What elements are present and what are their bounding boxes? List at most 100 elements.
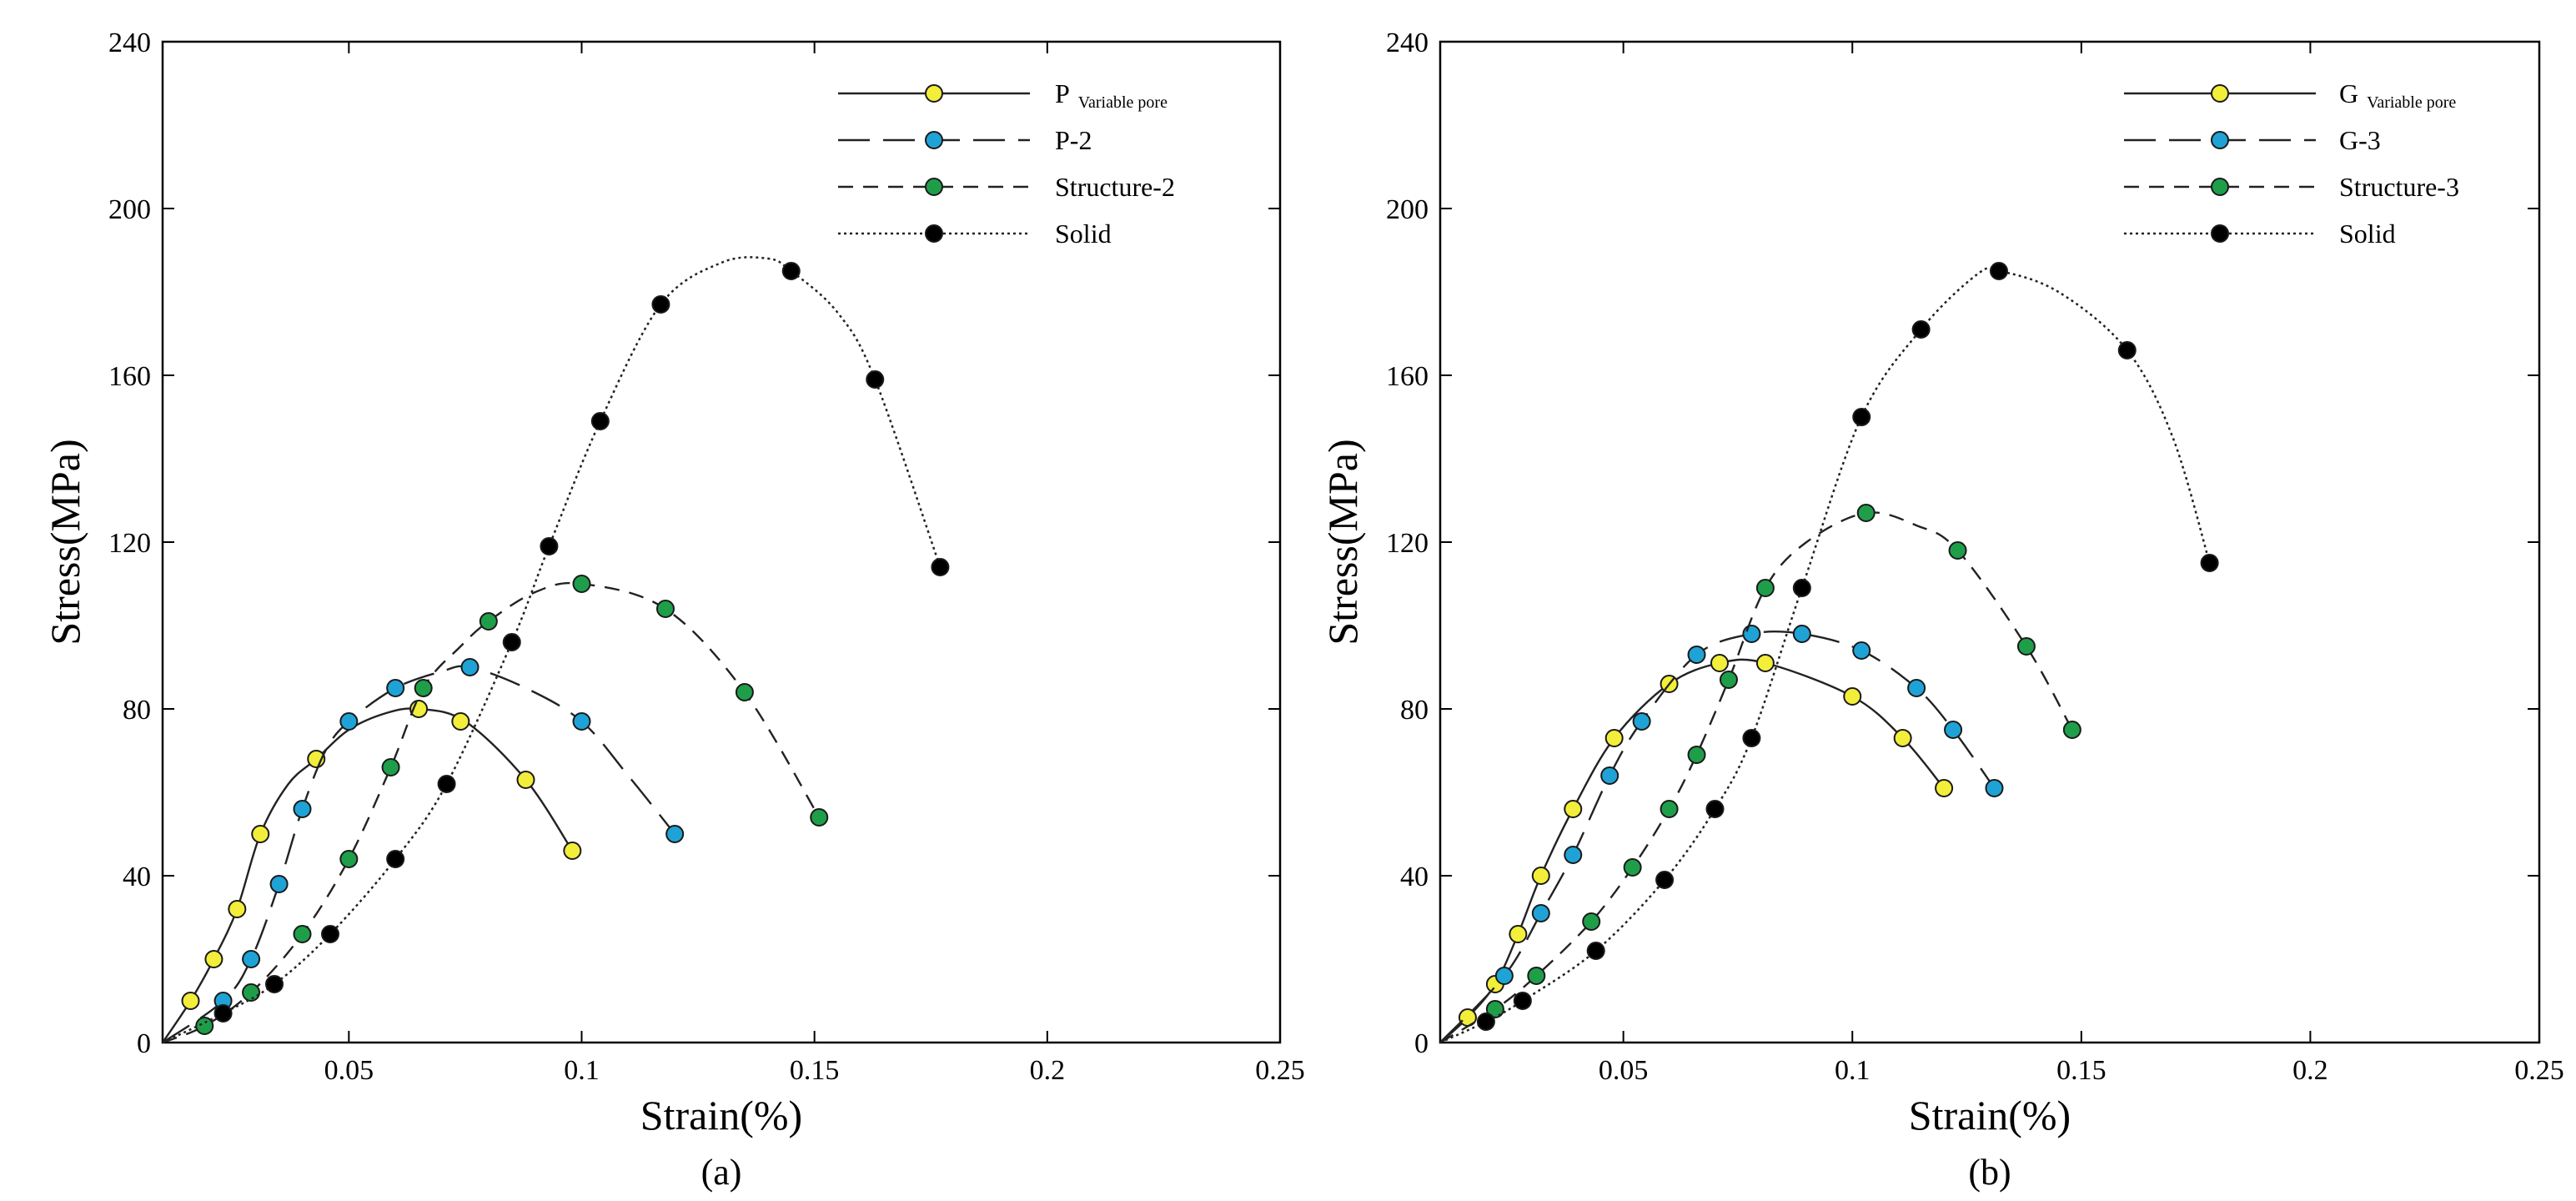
y-tick-label: 40 (123, 862, 151, 892)
data-point (572, 712, 591, 731)
x-tick-label: 0.25 (2514, 1055, 2564, 1086)
chart-caption: (a) (701, 1152, 742, 1193)
x-tick-label: 0.15 (2056, 1055, 2106, 1086)
data-point (1719, 671, 1738, 689)
data-point (242, 950, 261, 968)
legend-name: Solid (1055, 219, 1112, 249)
y-tick-label: 0 (1414, 1028, 1429, 1059)
chart-caption: (b) (1968, 1152, 2011, 1193)
data-point (321, 925, 339, 943)
x-tick-label: 0.25 (1255, 1055, 1305, 1086)
data-point (1742, 729, 1761, 747)
data-point (516, 771, 535, 789)
data-point (1856, 504, 1876, 522)
data-point (1843, 687, 1862, 706)
series-1 (1439, 625, 2004, 1043)
x-tick-label: 0.1 (1835, 1055, 1870, 1086)
y-tick-label: 240 (108, 28, 151, 58)
data-point (265, 975, 284, 993)
data-point (1792, 579, 1811, 597)
data-point (1582, 912, 1601, 931)
legend-label: Solid (1055, 219, 1112, 249)
legend-marker (925, 131, 943, 149)
data-point (1687, 746, 1706, 764)
data-point (1705, 800, 1725, 818)
legend-name: Structure-3 (2339, 172, 2459, 202)
series-line (1439, 267, 2211, 1044)
data-point (2016, 637, 2036, 656)
legend-marker (2211, 224, 2229, 243)
data-point (1509, 925, 1528, 943)
data-point (781, 262, 801, 280)
data-point (1792, 625, 1811, 643)
y-tick-label: 120 (1386, 528, 1429, 559)
legend-marker (2211, 131, 2229, 149)
legend-name: P-2 (1055, 125, 1092, 155)
data-point (810, 808, 829, 827)
data-point (1948, 541, 1967, 560)
chart-a: 0 40 80 120 160 200 240 0.05 0.1 0.15 0.2 0.25 Strai… (42, 28, 1305, 1193)
data-point (2117, 341, 2137, 359)
legend-marker (925, 178, 943, 196)
data-point (1935, 779, 1954, 797)
legend-marker (2211, 84, 2229, 103)
y-tick-label: 80 (123, 695, 151, 726)
y-axis-title: Stress(MPa) (42, 439, 88, 645)
data-point (386, 679, 405, 697)
data-point (1710, 654, 1729, 672)
data-point (1600, 766, 1619, 785)
data-point (1513, 992, 1532, 1010)
data-point (1655, 871, 1675, 889)
legend-subscript: Variable pore (1078, 93, 1167, 112)
y-tick-label: 240 (1386, 28, 1429, 58)
series-2 (162, 575, 829, 1044)
series-line (1439, 511, 2073, 1044)
legend-label: G-3 (2339, 125, 2381, 155)
data-point (251, 825, 270, 843)
data-point (414, 679, 433, 697)
data-point (460, 658, 480, 676)
y-tick-label: 160 (108, 361, 151, 392)
legend-label: P Variable pore (1055, 78, 1167, 112)
y-tick-label: 40 (1400, 862, 1429, 892)
legend-name: Structure-2 (1055, 172, 1175, 202)
series-line (162, 256, 942, 1044)
data-point (1985, 779, 2004, 797)
data-point (213, 1004, 233, 1023)
y-tick-label: 120 (108, 528, 151, 559)
legend-label: Structure-2 (1055, 172, 1175, 202)
data-point (1989, 262, 2008, 280)
data-point (590, 412, 610, 430)
y-tick-label: 200 (1386, 194, 1429, 225)
data-point (656, 600, 675, 618)
data-point (540, 537, 559, 555)
legend-label: P-2 (1055, 125, 1092, 155)
x-tick-label: 0.2 (2292, 1055, 2328, 1086)
data-point (381, 758, 400, 776)
x-tick-label: 0.15 (790, 1055, 840, 1086)
x-axis-title: Strain(%) (1909, 1092, 2071, 1138)
legend-label: Solid (2339, 219, 2396, 249)
y-axis-title: Stress(MPa) (1319, 439, 1366, 645)
y-tick-label: 80 (1400, 695, 1429, 726)
data-point (269, 875, 289, 893)
data-point (1755, 654, 1775, 672)
legend-name: G (2339, 78, 2358, 108)
series-line (162, 665, 676, 1043)
data-point (1494, 967, 1514, 985)
data-point (1742, 625, 1761, 643)
legend-marker (2211, 178, 2229, 196)
x-axis-title: Strain(%) (640, 1092, 802, 1138)
series-1 (162, 658, 685, 1043)
data-point (1604, 729, 1624, 747)
legend-subscript: Variable pore (2367, 93, 2456, 112)
data-point (2200, 554, 2219, 572)
data-point (931, 558, 950, 576)
data-point (665, 825, 685, 843)
data-point (1944, 721, 1963, 739)
series-3 (1439, 262, 2219, 1044)
data-point (2062, 721, 2081, 739)
data-point (1687, 646, 1706, 664)
data-point (1531, 904, 1550, 922)
series-line (162, 581, 821, 1044)
